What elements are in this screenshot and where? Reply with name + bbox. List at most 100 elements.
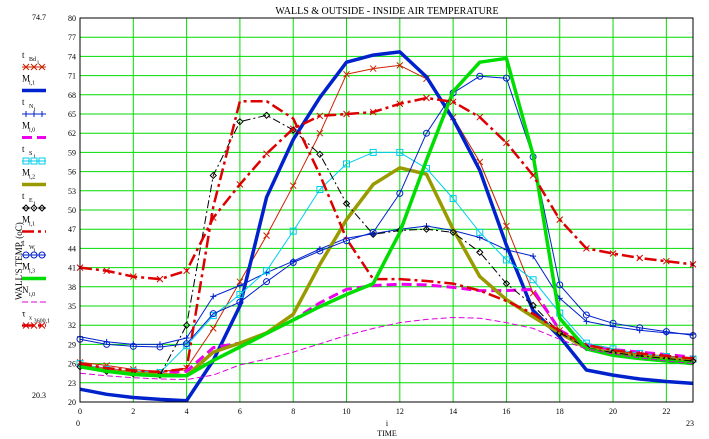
marker-circle [556,281,564,289]
y-tick-label: 56 [68,168,76,177]
marker-square [396,148,404,156]
marker-x [263,150,270,158]
marker-diamond [22,204,30,212]
marker-x [423,94,430,102]
y-tick-label: 74 [68,52,76,61]
series-line-1 [79,50,694,403]
marker-square [38,157,46,165]
marker-x [662,257,670,265]
legend-sub-label: i,0 [29,128,35,134]
marker-x [236,181,244,188]
marker-circle [369,228,377,236]
legend-sub-label: S [29,151,32,157]
legend-subsub-label: i [34,201,36,207]
marker-x [22,322,30,329]
x-tick-label: 4 [185,407,189,416]
x-tick-label: 20 [609,407,617,416]
marker-x [343,110,350,118]
marker-circle [316,247,324,255]
marker-x [38,63,46,71]
legend-sub-label: i,3 [29,269,35,275]
legend-item-0: t Bd i [22,50,46,71]
marker-x [129,273,137,280]
y-tick-label: 62 [68,129,76,138]
marker-plus [236,282,243,289]
legend-subsub-label: 3600,1 [34,319,51,325]
marker-diamond [182,321,191,329]
y-tick-label: 32 [68,321,76,330]
marker-circle [103,340,111,348]
x-tick-label: 2 [131,407,135,416]
y-tick-label: 44 [68,244,76,253]
x-index-label: i [386,419,389,428]
marker-diamond [502,279,511,288]
legend-subsub-label: i [34,107,36,113]
marker-x [556,216,564,223]
marker-x [316,112,324,120]
legend-label: M [22,168,30,178]
marker-x [236,278,244,286]
marker-plus [583,318,590,325]
marker-x [289,182,297,190]
marker-x [503,222,510,230]
marker-x [38,322,46,329]
legend-item-1: Mi,1 [22,74,46,93]
series-line-7 [79,99,694,374]
marker-square [369,148,377,156]
marker-square [316,186,324,194]
marker-diamond [316,150,324,159]
marker-circle [22,251,30,259]
marker-circle [476,72,484,80]
legend-subsub-label: i [37,60,39,66]
y-tick-label: 38 [68,283,76,292]
marker-diamond [342,199,351,208]
x-tick-label: 18 [556,407,564,416]
marker-circle [263,278,271,286]
series-line-11 [79,96,694,281]
marker-x [396,62,404,69]
x-tick-label: 6 [238,407,242,416]
legend-label: M [22,121,30,131]
marker-circle [502,74,510,82]
marker-x [396,100,404,108]
marker-x [609,250,617,257]
grid [79,17,693,403]
marker-circle [156,343,164,351]
legend-sub-label: i,0 [29,292,35,298]
marker-diamond [209,171,217,180]
legend-label: t [22,144,25,154]
x-tick-label: 16 [502,407,510,416]
y-tick-label: 71 [68,72,76,81]
series-11 [76,94,697,283]
legend-item-7: Mi,1 [22,215,46,233]
marker-circle [129,342,137,350]
marker-square [209,312,217,320]
marker-x [30,322,38,329]
marker-x [22,63,30,71]
legend-sub-label: E [29,198,33,204]
marker-diamond [262,111,271,119]
legend-sub-label: i,2 [29,175,35,181]
x-tick-label: 0 [78,407,82,416]
x-max-label: 23 [686,419,694,428]
marker-x [209,325,217,332]
marker-x [369,108,377,116]
series-line-8 [79,75,694,348]
series-line-4 [79,151,694,374]
marker-square [502,256,510,264]
marker-circle [236,298,244,306]
marker-square [529,276,537,284]
marker-square [22,157,30,165]
series-1 [79,50,694,403]
y-tick-label: 26 [68,360,76,369]
marker-square [30,157,38,165]
legend-subsub-label: i [34,248,36,254]
marker-circle [582,311,590,319]
y-tick-label: 35 [68,302,76,311]
marker-circle [289,258,297,266]
marker-x [476,113,484,121]
legend-label: M [22,262,30,272]
